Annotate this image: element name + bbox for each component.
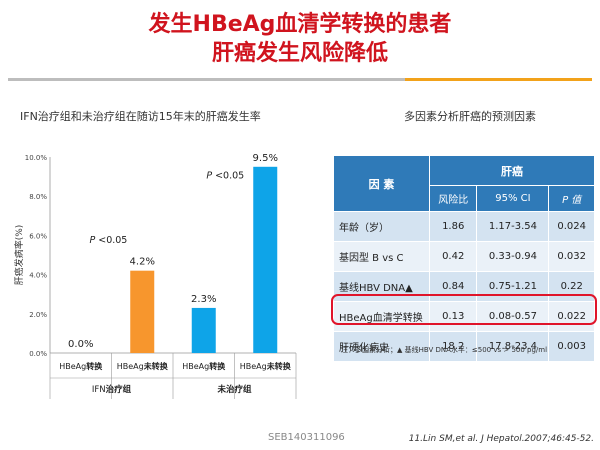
factor-cell: HBeAg血清学转换 (333, 301, 430, 332)
p-value-annotation: P <0.05 (206, 171, 244, 182)
hr-cell: 1.86 (428, 211, 478, 242)
bar (253, 166, 278, 353)
x-group-label: 未治疗组 (216, 384, 252, 395)
title-divider (8, 78, 592, 81)
ci-cell: 17.8-23.4 (476, 331, 550, 362)
title-line-2: 肝癌发生风险降低 (211, 41, 388, 66)
slide-title: 发生HBeAg血清学转换的患者 肝癌发生风险降低 (0, 10, 600, 68)
bar-value-label: 0.0% (68, 339, 93, 350)
factor-header: 因 素 (333, 155, 430, 212)
incidence-chart-svg: 0.0% 2.0% 4.0% 6.0% 8.0% 10.0% 肝癌发病率(%) 0.0% HBe… (13, 153, 297, 399)
bar-value-label: 9.5% (253, 153, 278, 164)
ci-cell: 1.17-3.54 (476, 211, 550, 242)
title-line-1: 发生HBeAg血清学转换的患者 (148, 12, 452, 37)
factor-cell: 基线HBV DNA▲ (333, 271, 430, 302)
hr-cell: 0.84 (428, 271, 478, 302)
document-id: SEB140311096 (268, 432, 345, 443)
x-category-label: HBeAg转换 (59, 361, 103, 371)
y-tick-label: 0.0% (29, 350, 47, 358)
hr-header: 风险比 (428, 185, 478, 212)
group-header: 肝癌 (429, 155, 595, 186)
bar (130, 270, 155, 353)
ci-cell: 0.33-0.94 (476, 241, 550, 272)
y-tick-label: 8.0% (29, 193, 47, 201)
predictor-table: 因 素 肝癌 风险比 95% CI P 值 年龄（岁） 1.86 1.17-3.… (333, 155, 595, 362)
ci-cell: 0.08-0.57 (476, 301, 550, 332)
incidence-chart: 0.0% 2.0% 4.0% 6.0% 8.0% 10.0% 肝癌发病率(%) 0.0% HBe… (10, 140, 300, 400)
table-row: 基线HBV DNA▲ 0.84 0.75-1.21 0.22 (333, 271, 595, 302)
y-tick-label: 10.0% (25, 154, 48, 162)
p-header: P 值 (548, 185, 595, 212)
table-footnote: 注：多因素分析；▲ 基线HBV DNA水平：≤500 vs > 500 pg/m… (341, 346, 548, 354)
factor-cell: 基因型 B vs C (333, 241, 430, 272)
y-tick-label: 6.0% (29, 232, 47, 240)
table-row: 基因型 B vs C 0.42 0.33-0.94 0.032 (333, 241, 595, 272)
table-row: HBeAg血清学转换 0.13 0.08-0.57 0.022 (333, 301, 595, 332)
y-tick-label: 2.0% (29, 311, 47, 319)
table-title: 多因素分析肝癌的预测因素 (404, 110, 536, 123)
y-tick-label: 4.0% (29, 272, 47, 280)
p-cell: 0.22 (548, 271, 595, 302)
p-cell: 0.022 (548, 301, 595, 332)
table-row: 肝硬化病史 18.2 17.8-23.4 0.003 (333, 331, 595, 362)
factor-cell: 年龄（岁） (333, 211, 430, 242)
p-value-annotation: P <0.05 (89, 235, 127, 246)
ci-cell: 0.75-1.21 (476, 271, 550, 302)
hr-cell: 18.2 (428, 331, 478, 362)
seroconversion-highlight-box (331, 294, 597, 325)
x-group-label: IFN治疗组 (92, 384, 132, 395)
ci-header: 95% CI (476, 185, 550, 212)
bar-value-label: 2.3% (191, 294, 216, 305)
x-category-label: HBeAg转换 (182, 361, 226, 371)
hr-cell: 0.13 (428, 301, 478, 332)
p-cell: 0.003 (548, 331, 595, 362)
citation: 11.Lin SM,et al. J Hepatol.2007;46:45-52… (408, 434, 594, 444)
x-category-label: HBeAg未转换 (240, 361, 292, 371)
table-row: 年龄（岁） 1.86 1.17-3.54 0.024 (333, 211, 595, 242)
x-category-label: HBeAg未转换 (117, 361, 169, 371)
bar (191, 307, 216, 353)
p-cell: 0.024 (548, 211, 595, 242)
p-cell: 0.032 (548, 241, 595, 272)
chart-title: IFN治疗组和未治疗组在随访15年末的肝癌发生率 (20, 110, 261, 123)
factor-cell: 肝硬化病史 (333, 331, 430, 362)
y-axis-label: 肝癌发病率(%) (13, 225, 25, 286)
hr-cell: 0.42 (428, 241, 478, 272)
bar-value-label: 4.2% (130, 257, 155, 268)
